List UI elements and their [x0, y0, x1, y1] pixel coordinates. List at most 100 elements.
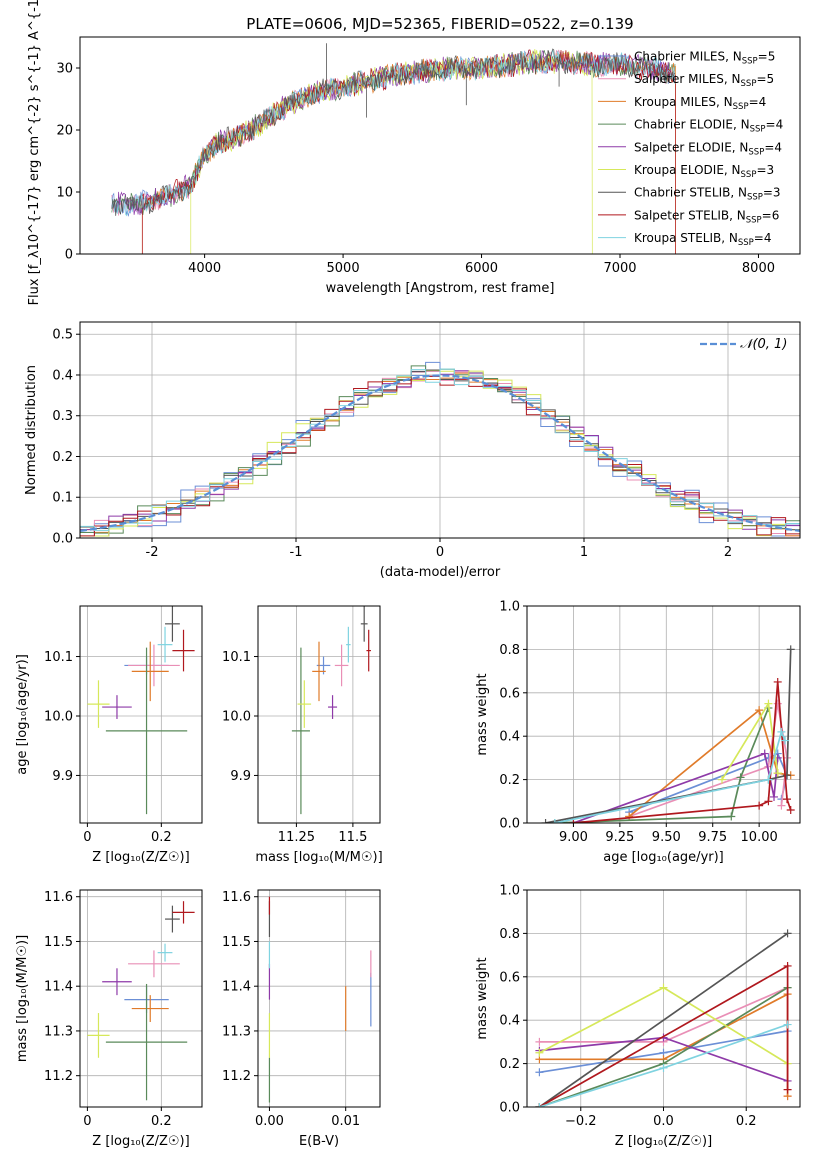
legend-label-tail: =3 — [756, 163, 774, 177]
plot-area-mass-age — [291, 606, 371, 815]
legend-label-sub: SSP — [747, 193, 763, 203]
y-axis-label: Normed distribution — [24, 365, 39, 495]
x-tick-label: 2 — [724, 545, 732, 560]
panel-Z-weight: −0.2 0.0 0.2 0.0 0.2 0.4 0.6 0.8 1.0 Z [log₁₀(Z/Z… — [475, 884, 801, 1149]
y-tick-label: 0.8 — [499, 643, 520, 658]
legend-label-sub: SSP — [750, 125, 766, 135]
x-tick-label: 4000 — [188, 261, 221, 276]
spectrum-line — [111, 48, 676, 216]
legend-label: Salpeter ELODIE, NSSP=4 — [634, 140, 782, 157]
weight-marker — [718, 775, 726, 784]
y-tick-label: 0.6 — [499, 686, 520, 701]
y-tick-label: 1.0 — [499, 884, 520, 899]
weight-marker — [786, 805, 795, 814]
y-tick-label: 0.2 — [499, 1057, 520, 1072]
legend-label: Chabrier MILES, NSSP=5 — [634, 50, 775, 67]
weight-marker — [659, 1063, 668, 1072]
y-tick-label: 0.2 — [499, 773, 520, 788]
legend-label-tail: =4 — [766, 118, 784, 132]
y-tick-label: 0.0 — [52, 532, 73, 547]
legend-label-sub: SSP — [742, 57, 758, 67]
weight-marker — [773, 769, 782, 778]
legend-label: Salpeter MILES, NSSP=5 — [634, 72, 774, 89]
weight-line — [545, 649, 792, 823]
x-axis-label: E(B-V) — [299, 1134, 339, 1149]
y-tick-label: 11.2 — [222, 1069, 251, 1084]
normal-curve — [80, 374, 800, 532]
y-tick-label: 0.4 — [499, 730, 520, 745]
legend-label-text: Chabrier ELODIE, N — [634, 118, 750, 132]
axes-frame — [257, 605, 381, 824]
legend-label: Chabrier ELODIE, NSSP=4 — [634, 118, 783, 135]
y-tick-label: 11.4 — [222, 980, 251, 995]
legend-label: Chabrier STELIB, NSSP=3 — [634, 186, 781, 203]
y-tick-label: 10.0 — [222, 709, 251, 724]
x-axis-label: age [log₁₀(age/yr)] — [603, 850, 724, 865]
x-tick-label: 11.5 — [338, 830, 367, 845]
legend-label-tail: =4 — [764, 140, 782, 154]
y-tick-label: 30 — [56, 62, 73, 77]
weight-marker — [736, 773, 745, 782]
y-axis-label: mass weight — [475, 673, 490, 755]
y-tick-label: 9.9 — [230, 769, 251, 784]
y-tick-label: 11.5 — [222, 935, 251, 950]
weight-marker — [783, 1020, 792, 1029]
spectrum-line — [111, 49, 676, 217]
x-tick-label: 0.0 — [653, 1114, 674, 1129]
x-axis-label: Z [log₁₀(Z/Z☉)] — [615, 1134, 712, 1149]
weight-marker — [755, 706, 764, 715]
x-tick-label: 9.25 — [605, 830, 634, 845]
y-axis-label: Flux [f_λ10^{-17} erg cm^{-2} s^{-1} A^{… — [27, 0, 42, 305]
legend-label-sub: SSP — [733, 102, 749, 112]
legend-label: Kroupa MILES, NSSP=4 — [634, 95, 766, 112]
legend-label-text: Salpeter MILES, N — [634, 72, 741, 86]
x-tick-label: 6000 — [465, 261, 498, 276]
x-axis-label: Z [log₁₀(Z/Z☉)] — [92, 850, 189, 865]
panel-ebv-mass: 0.00 0.01 11.2 11.3 11.4 11.5 11.6 E(B-V) — [222, 889, 381, 1149]
panel-age-weight: 9.00 9.25 9.50 9.75 10.00 0.0 0.2 0.4 0.6 0.8 1.0 a… — [475, 600, 801, 865]
weight-marker — [659, 983, 668, 992]
legend-label-tail: =5 — [756, 72, 774, 86]
figure-title: PLATE=0606, MJD=52365, FIBERID=0522, z=0… — [246, 15, 633, 33]
y-tick-label: 0.6 — [499, 970, 520, 985]
plot-area-Z-age — [87, 606, 195, 815]
x-tick-label: 1 — [580, 545, 588, 560]
weight-marker — [777, 727, 786, 736]
weight-line — [538, 932, 789, 1107]
x-tick-label: 9.75 — [698, 830, 727, 845]
y-axis-label: mass weight — [475, 957, 490, 1039]
weight-marker — [786, 645, 795, 654]
y-tick-label: 0.4 — [499, 1014, 520, 1029]
y-tick-label: 10.0 — [44, 709, 73, 724]
legend-label-sub: SSP — [748, 147, 764, 157]
x-tick-label: -2 — [146, 545, 159, 560]
weight-marker — [777, 801, 786, 810]
weight-marker — [535, 1103, 544, 1107]
legend-label-text: Kroupa MILES, N — [634, 95, 733, 109]
legend-label-tail: =5 — [758, 50, 776, 64]
x-axis-label: Z [log₁₀(Z/Z☉)] — [92, 1134, 189, 1149]
weight-marker — [783, 961, 792, 970]
x-tick-label: 8000 — [742, 261, 775, 276]
weight-marker — [773, 677, 782, 686]
axes-frame — [79, 605, 203, 824]
weight-marker — [783, 795, 791, 804]
y-tick-label: 20 — [56, 124, 73, 139]
panel-Z-age: 0 0.2 9.9 10.0 10.1 Z [log₁₀(Z/Z☉)] age [log₁₀… — [15, 605, 203, 865]
weight-line — [554, 729, 786, 823]
y-tick-label: 11.6 — [44, 890, 73, 905]
weight-marker — [541, 819, 550, 823]
weight-marker — [783, 1085, 792, 1094]
weight-marker — [535, 1048, 544, 1057]
legend-label-tail: =4 — [754, 231, 772, 245]
x-tick-label: 0.00 — [255, 1114, 284, 1129]
weight-marker — [773, 699, 782, 708]
weight-marker — [550, 819, 559, 823]
plot-area-age-weight — [541, 645, 795, 823]
plot-area-Z-mass — [87, 901, 195, 1101]
weight-marker — [783, 929, 792, 938]
y-tick-label: 11.3 — [44, 1024, 73, 1039]
axes-frame — [257, 889, 381, 1108]
